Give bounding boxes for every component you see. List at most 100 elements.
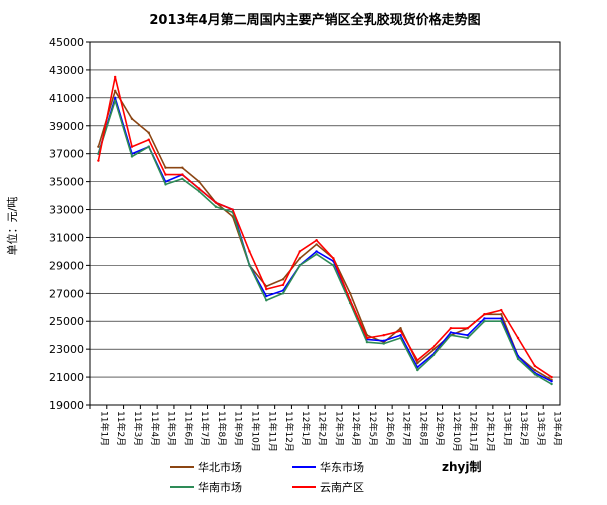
legend-label-0: 华北市场 <box>198 460 242 474</box>
series-1-point <box>466 333 469 337</box>
series-3-point <box>432 345 436 348</box>
series-2-point <box>214 205 218 208</box>
series-2-point <box>533 373 537 376</box>
series-3-point <box>466 327 469 330</box>
chart-title: 2013年4月第二周国内主要产销区全乳胶现货价格走势图 <box>149 12 480 28</box>
x-tick-label: 12年9月 <box>434 411 446 446</box>
axis-layer: 19000 21000 23000 25000 27000 29000 31000 33000… <box>49 36 564 452</box>
y-tick-label: 19000 <box>49 399 84 412</box>
grid-layer <box>89 41 561 406</box>
series-2-point <box>399 336 402 340</box>
series-3-point <box>449 327 453 330</box>
x-tick-label: 12年6月 <box>384 411 396 446</box>
x-tick-label: 12年11月 <box>468 411 480 452</box>
series-0-point <box>130 117 134 120</box>
x-tick-label: 11年8月 <box>216 411 228 446</box>
x-tick-label: 12年10月 <box>451 411 463 452</box>
series-2-point <box>315 253 318 256</box>
series-0-point <box>164 166 167 169</box>
series-0-point <box>315 243 318 246</box>
x-tick-label: 12年4月 <box>350 411 362 446</box>
x-tick-label: 11年11月 <box>266 411 278 452</box>
y-tick-label: 25000 <box>49 315 84 328</box>
series-3-point <box>550 375 553 379</box>
series-0-point <box>197 180 201 183</box>
series-3-point <box>147 138 150 141</box>
series-0-point <box>113 89 117 93</box>
x-tick-label: 11年9月 <box>233 411 245 446</box>
series-3-point <box>214 201 218 204</box>
series-0-point <box>399 327 402 330</box>
series-3-point <box>332 257 335 260</box>
series-1-point <box>382 339 385 342</box>
series-0-point <box>432 347 436 351</box>
series-3-point <box>281 283 285 287</box>
series-1-point <box>399 333 402 337</box>
y-tick-label: 29000 <box>49 259 84 272</box>
series-3-point <box>113 75 117 79</box>
series-1-point <box>483 317 486 320</box>
series-3-point <box>382 333 385 337</box>
series-0-point <box>181 166 184 169</box>
legend-label-1: 华东市场 <box>320 460 364 474</box>
x-tick-label: 12年1月 <box>300 411 312 446</box>
x-tick-label: 12年3月 <box>333 411 345 446</box>
series-3-point <box>315 239 318 242</box>
plot-area-frame <box>89 41 561 406</box>
series-1-point <box>550 380 553 383</box>
series-3-point <box>533 364 537 368</box>
series-2-point <box>181 177 184 181</box>
series-2-point <box>147 145 150 148</box>
series-line-3 <box>97 76 553 378</box>
x-tick-label: 13年4月 <box>552 411 564 446</box>
series-0-point <box>348 292 352 295</box>
series-3-point <box>197 187 201 190</box>
series-3-point <box>365 336 369 340</box>
y-tick-label: 21000 <box>49 371 84 384</box>
x-tick-label: 11年5月 <box>166 411 178 446</box>
series-line-2 <box>97 99 553 385</box>
series-2-point <box>466 336 469 340</box>
x-tick-label: 12年12月 <box>484 411 496 452</box>
series-2-point <box>265 299 268 302</box>
series-0-point <box>281 278 285 281</box>
y-tick-label: 33000 <box>49 204 84 217</box>
series-0-point <box>416 361 419 365</box>
series-0-point <box>533 368 537 372</box>
series-2-point <box>500 320 503 323</box>
x-tick-label: 11年12月 <box>283 411 295 452</box>
series-3-point <box>516 336 520 340</box>
x-tick-label: 12年8月 <box>417 411 429 446</box>
series-3-point <box>97 159 100 162</box>
series-2-point <box>130 155 134 158</box>
series-3-point <box>231 208 234 211</box>
series-3-point <box>130 145 134 148</box>
y-tick-label: 41000 <box>49 92 84 105</box>
series-2-point <box>248 264 251 267</box>
x-tick-label: 11年1月 <box>98 411 110 446</box>
x-tick-label: 12年5月 <box>367 411 379 446</box>
series-2-point <box>365 340 369 344</box>
series-layer <box>97 75 553 386</box>
series-2-point <box>432 353 436 356</box>
series-2-point <box>281 292 285 295</box>
series-3-point <box>399 329 402 333</box>
series-line-1 <box>97 97 552 383</box>
series-1-point <box>449 331 453 334</box>
series-3-point <box>348 299 352 302</box>
series-line-0 <box>97 90 553 381</box>
series-2-point <box>516 357 520 361</box>
series-3-point <box>298 250 302 253</box>
y-tick-label: 23000 <box>49 343 84 356</box>
legend-label-2: 华南市场 <box>198 480 242 494</box>
series-3-point <box>181 173 184 176</box>
series-2-point <box>298 264 302 267</box>
y-axis-label: 单位：元/吨 <box>5 197 19 256</box>
x-tick-label: 13年1月 <box>501 411 513 446</box>
series-3-point <box>265 287 268 291</box>
series-3-point <box>164 173 167 176</box>
series-2-point <box>332 264 335 267</box>
